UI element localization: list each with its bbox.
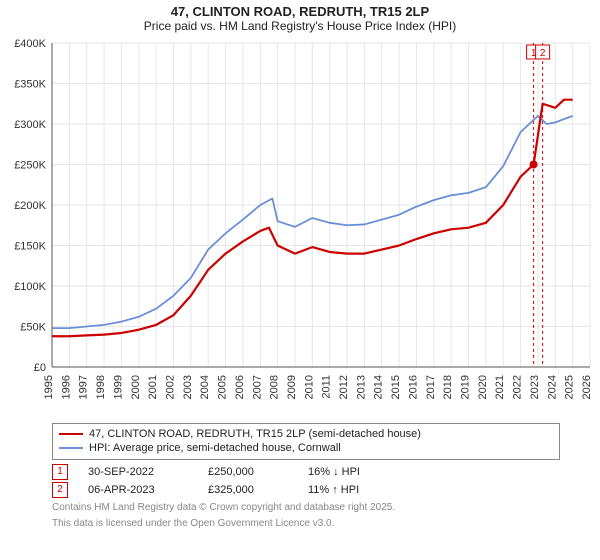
svg-text:2017: 2017 [425,375,437,399]
svg-text:1996: 1996 [60,375,72,399]
sale-row: 2 06-APR-2023 £325,000 11% ↑ HPI [52,482,600,498]
svg-text:£200K: £200K [14,200,46,212]
svg-text:1997: 1997 [78,375,90,399]
svg-text:2020: 2020 [477,375,489,399]
svg-text:2012: 2012 [338,375,350,399]
svg-text:2009: 2009 [286,375,298,399]
svg-text:2019: 2019 [460,375,472,399]
svg-text:£400K: £400K [14,38,46,50]
page-title: 47, CLINTON ROAD, REDRUTH, TR15 2LP [0,0,600,19]
sale-date: 30-SEP-2022 [88,466,188,478]
legend: 47, CLINTON ROAD, REDRUTH, TR15 2LP (sem… [52,423,560,460]
svg-text:2001: 2001 [147,375,159,399]
svg-text:2000: 2000 [130,375,142,399]
svg-text:2024: 2024 [546,375,558,399]
footer-line: This data is licensed under the Open Gov… [52,518,600,530]
svg-text:1998: 1998 [95,375,107,399]
svg-text:£0: £0 [34,362,46,374]
legend-swatch-1 [59,433,83,435]
svg-text:2022: 2022 [512,375,524,399]
svg-text:2008: 2008 [269,375,281,399]
legend-label: HPI: Average price, semi-detached house,… [89,441,341,455]
sale-price: £325,000 [208,484,288,496]
svg-text:£50K: £50K [20,322,46,334]
svg-text:2025: 2025 [564,375,576,399]
svg-text:£350K: £350K [14,79,46,91]
svg-text:2004: 2004 [199,375,211,399]
sale-marker: 2 [52,482,68,498]
page-subtitle: Price paid vs. HM Land Registry's House … [0,19,600,33]
svg-text:2002: 2002 [164,375,176,399]
svg-text:2010: 2010 [303,375,315,399]
footer-line: Contains HM Land Registry data © Crown c… [52,502,600,514]
svg-text:£300K: £300K [14,119,46,131]
svg-text:£150K: £150K [14,241,46,253]
legend-swatch-2 [59,447,83,449]
legend-row: 47, CLINTON ROAD, REDRUTH, TR15 2LP (sem… [59,427,553,441]
sale-price: £250,000 [208,466,288,478]
svg-text:1999: 1999 [112,375,124,399]
svg-text:2006: 2006 [234,375,246,399]
svg-text:2007: 2007 [251,375,263,399]
svg-text:2023: 2023 [529,375,541,399]
svg-text:£250K: £250K [14,160,46,172]
svg-text:2013: 2013 [355,375,367,399]
svg-text:2: 2 [540,48,546,59]
sale-delta: 11% ↑ HPI [308,484,359,496]
svg-text:2003: 2003 [182,375,194,399]
svg-text:2026: 2026 [581,375,593,399]
svg-text:2021: 2021 [494,375,506,399]
sale-date: 06-APR-2023 [88,484,188,496]
svg-text:1995: 1995 [43,375,55,399]
svg-text:2016: 2016 [407,375,419,399]
svg-text:2018: 2018 [442,375,454,399]
legend-label: 47, CLINTON ROAD, REDRUTH, TR15 2LP (sem… [89,427,421,441]
sale-delta: 16% ↓ HPI [308,466,360,478]
svg-text:2005: 2005 [217,375,229,399]
svg-text:£100K: £100K [14,281,46,293]
svg-text:2015: 2015 [390,375,402,399]
svg-text:2014: 2014 [373,375,385,399]
sale-row: 1 30-SEP-2022 £250,000 16% ↓ HPI [52,464,600,480]
legend-row: HPI: Average price, semi-detached house,… [59,441,553,455]
price-chart: £0 £50K £100K £150K £200K £250K £300K £350K £400… [0,37,600,417]
sale-marker: 1 [52,464,68,480]
svg-text:2011: 2011 [321,375,333,399]
